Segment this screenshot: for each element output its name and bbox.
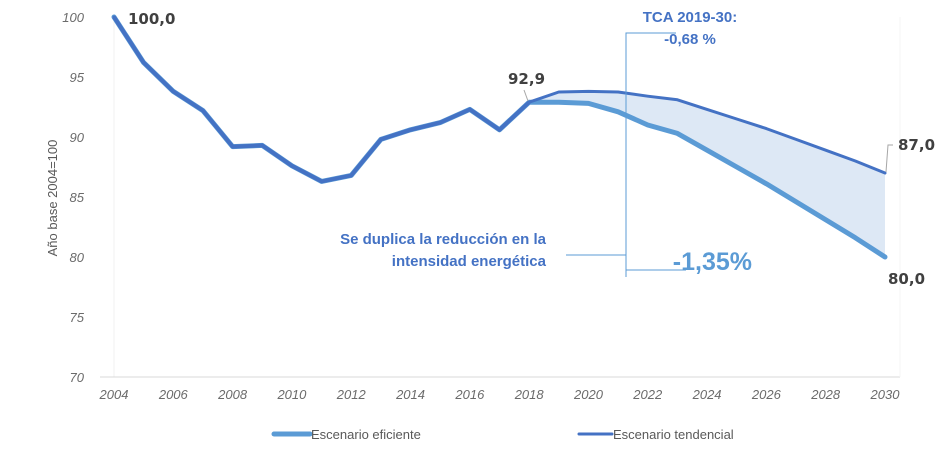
x-tick-label: 2014	[395, 387, 425, 402]
data-label-2018: 92,9	[508, 70, 545, 88]
data-label-2004: 100,0	[128, 10, 175, 28]
x-tick-label: 2012	[336, 387, 367, 402]
legend: Escenario eficiente Escenario tendencial	[271, 427, 734, 442]
legend-label-eficiente: Escenario eficiente	[311, 427, 421, 442]
label-leader-2030	[885, 144, 893, 173]
legend-label-tendencial: Escenario tendencial	[613, 427, 734, 442]
tca-title-annotation: TCA 2019-30:	[643, 9, 737, 26]
y-tick-label: 100	[62, 10, 84, 25]
reduction-leader-line	[566, 254, 686, 271]
y-axis-label: Año base 2004=100	[45, 140, 60, 257]
difference-band	[529, 91, 885, 258]
label-leader-2018	[523, 89, 529, 102]
tca-eficiente-annotation: -1,35%	[673, 248, 752, 276]
x-tick-label: 2030	[870, 387, 901, 402]
reduction-annotation-line1: Se duplica la reducción en la	[340, 231, 547, 248]
series-line-historical	[112, 15, 531, 184]
data-label-2030-eficiente: 80,0	[888, 270, 925, 288]
axes: 70 75 80 85 90 95 100 2004 2006 2008 2010 2012 2014 2…	[62, 10, 901, 402]
x-tick-label: 2024	[692, 387, 722, 402]
x-tick-label: 2028	[810, 387, 841, 402]
data-label-2030-tendencial: 87,0	[898, 136, 935, 154]
y-tick-label: 75	[70, 310, 85, 325]
reduction-annotation-line2: intensidad energética	[392, 253, 547, 270]
series-lines	[111, 14, 888, 260]
y-tick-label: 80	[70, 250, 85, 265]
y-tick-label: 95	[70, 70, 85, 85]
x-tick-label: 2010	[276, 387, 307, 402]
x-tick-label: 2018	[514, 387, 545, 402]
legend-item-tendencial[interactable]: Escenario tendencial	[577, 427, 734, 442]
y-tick-label: 90	[70, 130, 85, 145]
x-tick-label: 2016	[454, 387, 485, 402]
x-tick-label: 2020	[573, 387, 604, 402]
x-tick-label: 2004	[99, 387, 129, 402]
x-tick-label: 2022	[632, 387, 663, 402]
tca-leader-line	[625, 32, 676, 277]
x-tick-label: 2008	[217, 387, 248, 402]
x-tick-label: 2006	[158, 387, 189, 402]
tca-tendencial-annotation: -0,68 %	[664, 31, 716, 48]
x-tick-label: 2026	[751, 387, 782, 402]
y-tick-label: 70	[70, 370, 85, 385]
annotation-leaders	[523, 32, 893, 277]
legend-item-eficiente[interactable]: Escenario eficiente	[271, 427, 421, 442]
y-tick-label: 85	[70, 190, 85, 205]
